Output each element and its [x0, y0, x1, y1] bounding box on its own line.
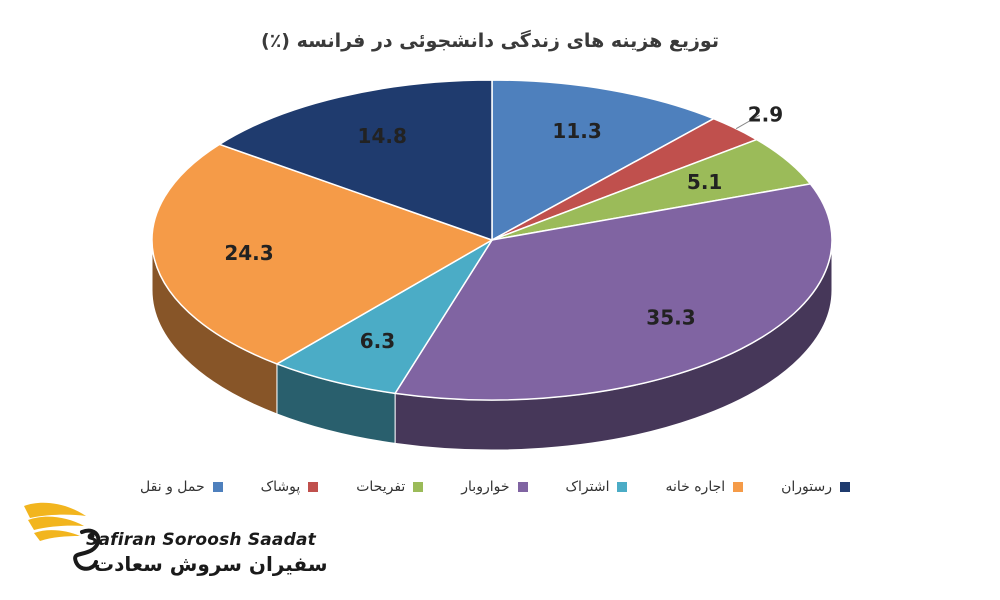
legend-label-4: اشتراک — [565, 479, 610, 495]
company-logo — [20, 496, 300, 586]
logo-text-fa: سفیران سروش سعادت — [94, 552, 328, 576]
legend-label-6: رستوران — [781, 479, 832, 495]
legend-swatch-4 — [617, 482, 628, 492]
legend-label-1: پوشاک — [260, 479, 301, 495]
swan-logo-icon — [24, 502, 101, 571]
pie-slice-5 — [151, 143, 494, 365]
legend-swatch-5 — [733, 482, 744, 492]
pie-slices — [151, 79, 833, 401]
data-label-5: 24.3 — [224, 241, 273, 265]
data-label-4: 6.3 — [360, 329, 395, 353]
data-label-1: 2.9 — [748, 102, 783, 126]
legend-label-5: اجاره خانه — [665, 479, 726, 495]
legend-swatch-2 — [413, 482, 424, 492]
pie-slice-6 — [217, 79, 493, 242]
legend-swatch-3 — [517, 482, 528, 492]
legend-item-6: رستوران — [781, 479, 850, 495]
legend-label-0: حمل و نقل — [140, 479, 205, 495]
chart-legend: حمل و نقل پوشاک تفریحات خواروبار اشتراک اجاره… — [140, 474, 850, 500]
data-labels: 11.3 2.9 5.1 35.3 6.3 24.3 14.8 — [224, 102, 783, 353]
legend-swatch-0 — [212, 482, 223, 492]
legend-swatch-6 — [840, 482, 850, 492]
data-label-6: 14.8 — [358, 124, 407, 148]
pie-slice-4 — [275, 239, 493, 395]
data-label-3: 35.3 — [646, 306, 695, 330]
legend-item-4: اشتراک — [565, 479, 628, 495]
pie-slice-0 — [491, 79, 716, 242]
legend-label-3: خواروبار — [461, 479, 510, 495]
data-label-2: 5.1 — [687, 170, 722, 194]
leader-line-1 — [735, 114, 760, 130]
legend-item-5: اجاره خانه — [665, 479, 744, 495]
pie-slice-3 — [393, 183, 833, 401]
legend-item-1: پوشاک — [261, 479, 319, 495]
data-label-0: 11.3 — [552, 119, 601, 143]
logo-text-en: Safiran Soroosh Saadat — [86, 530, 316, 550]
legend-item-2: تفریحات — [356, 479, 424, 495]
legend-item-3: خواروبار — [461, 479, 528, 495]
chart-title: توزیع هزینه های زندگی دانشجوئی در فرانسه… — [261, 30, 719, 52]
legend-label-2: تفریحات — [356, 479, 406, 495]
legend-item-0: حمل و نقل — [140, 479, 223, 495]
legend-swatch-1 — [308, 482, 319, 492]
